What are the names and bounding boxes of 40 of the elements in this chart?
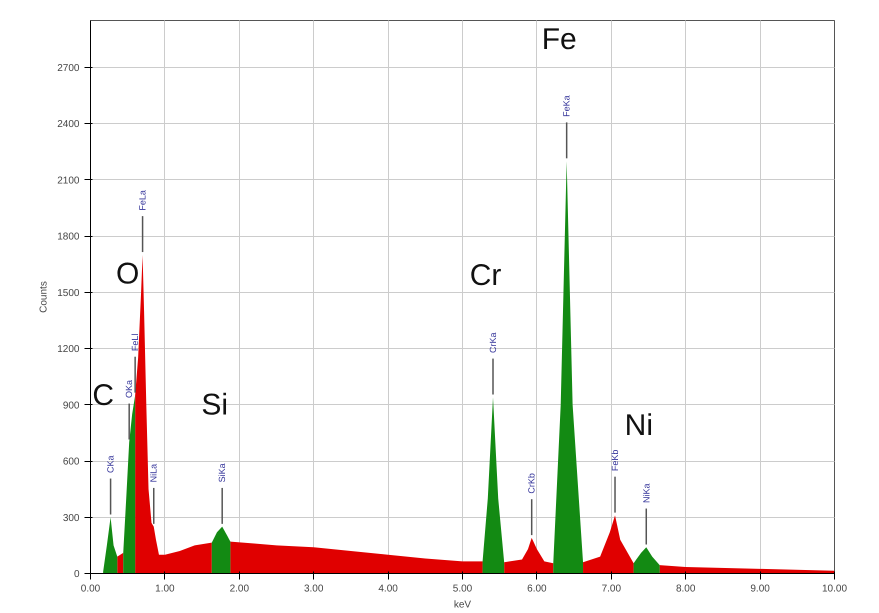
y-tick-label: 900 bbox=[62, 400, 80, 412]
x-tick-label: 3.00 bbox=[304, 584, 324, 594]
annotation: FeLl bbox=[130, 334, 140, 352]
annotation: Cr bbox=[470, 259, 502, 292]
y-tick-label: 2400 bbox=[57, 119, 80, 130]
x-tick-label: 10.00 bbox=[822, 584, 848, 594]
x-tick-label: 6.00 bbox=[527, 584, 548, 594]
x-tick-label: 0.00 bbox=[80, 584, 101, 594]
y-tick-label: 600 bbox=[62, 456, 80, 468]
x-tick-label: 7.00 bbox=[602, 584, 622, 594]
y-tick-label: 300 bbox=[62, 512, 80, 524]
x-tick-label: 2.00 bbox=[230, 584, 250, 594]
annotation: FeKa bbox=[562, 95, 572, 117]
x-axis-title: keV bbox=[454, 600, 472, 610]
annotation: FeLa bbox=[138, 190, 148, 211]
annotation: Fe bbox=[542, 22, 577, 56]
annotation: NiLa bbox=[148, 464, 159, 482]
annotation: CrKb bbox=[526, 473, 537, 494]
y-tick-label: 2700 bbox=[57, 62, 80, 74]
x-tick-label: 4.00 bbox=[378, 584, 398, 594]
annotation: SiKa bbox=[217, 463, 228, 482]
annotation: NiKa bbox=[641, 484, 652, 504]
y-tick-label: 0 bbox=[74, 569, 80, 580]
x-tick-label: 1.00 bbox=[155, 584, 176, 594]
y-tick-label: 1500 bbox=[57, 288, 80, 299]
annotation: Si bbox=[201, 388, 228, 422]
annotation: CKa bbox=[106, 456, 116, 474]
x-tick-label: 9.00 bbox=[750, 584, 770, 594]
annotation: C bbox=[92, 379, 114, 412]
y-axis-title: Counts bbox=[38, 281, 50, 313]
y-tick-label: 2100 bbox=[57, 175, 80, 186]
annotation: CrKa bbox=[488, 332, 498, 354]
annotation: FeKb bbox=[610, 450, 620, 472]
x-tick-label: 5.00 bbox=[452, 584, 473, 594]
x-tick-label: 8.00 bbox=[676, 584, 696, 594]
y-tick-label: 1200 bbox=[57, 344, 80, 356]
annotation: OKa bbox=[124, 380, 134, 398]
annotation: O bbox=[116, 257, 140, 290]
annotation: Ni bbox=[624, 409, 654, 442]
y-tick-label: 1800 bbox=[57, 232, 80, 243]
